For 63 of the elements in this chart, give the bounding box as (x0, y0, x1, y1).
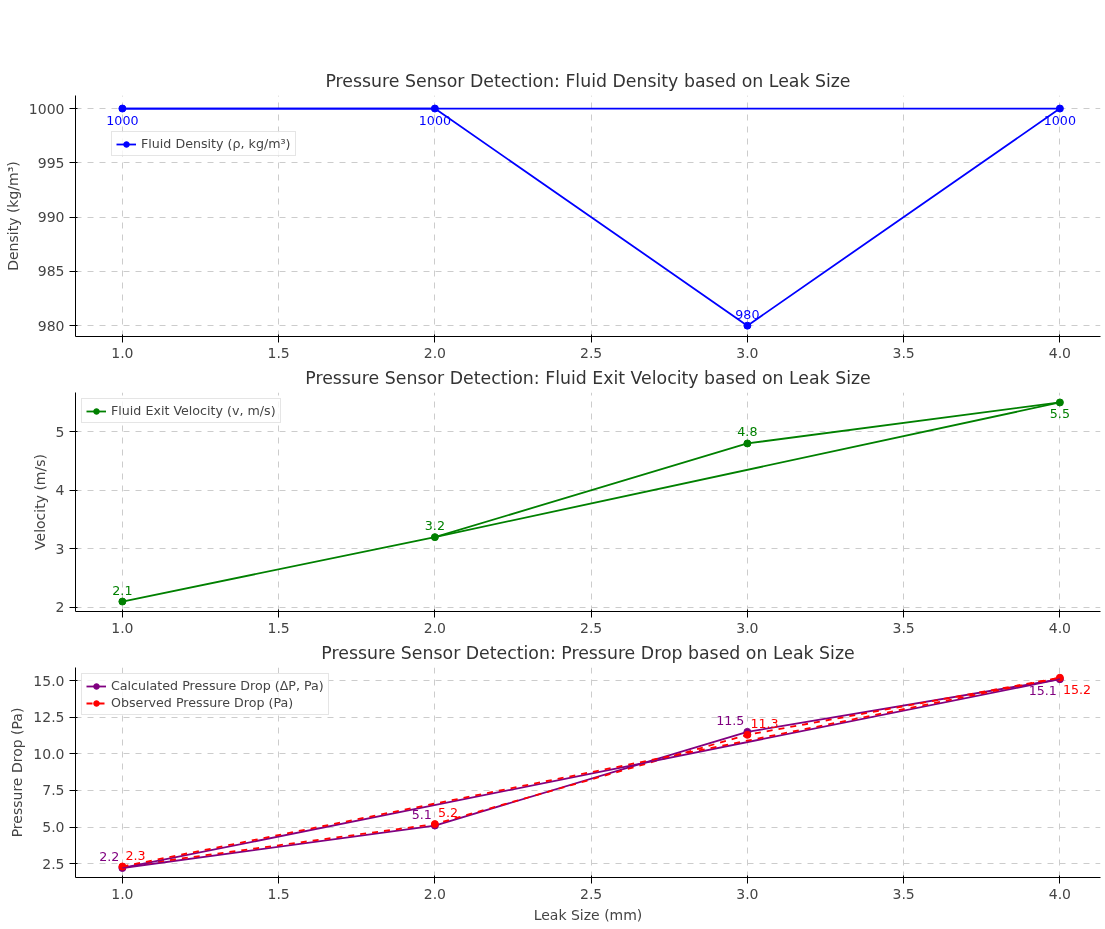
x-tick-label: 3.5 (892, 619, 915, 636)
data-label: 1000 (1043, 112, 1076, 128)
data-label: 3.2 (424, 518, 445, 534)
y-tick-label: 990 (37, 209, 65, 226)
x-tick-label: 3.5 (892, 344, 915, 361)
x-tick-label: 2.0 (423, 885, 447, 902)
x-tick-label: 1.0 (111, 344, 134, 361)
y-tick-label: 5.0 (42, 819, 65, 836)
legend-label: Fluid Density (ρ, kg/m³) (141, 136, 291, 151)
y-tick-label: 1000 (28, 100, 65, 117)
x-tick-label: 2.0 (423, 344, 447, 361)
data-label: 15.2 (1062, 681, 1092, 697)
y-tick-label: 985 (37, 263, 65, 280)
chart-title: Pressure Sensor Detection: Pressure Drop based on Leak Size (321, 642, 855, 663)
y-tick-label: 12.5 (33, 709, 65, 726)
y-tick-label: 2.5 (42, 855, 65, 872)
x-tick-label: 3.5 (892, 885, 915, 902)
x-tick-label: 3.0 (736, 885, 759, 902)
y-tick-label: 15.0 (33, 672, 65, 689)
y-tick-label: 7.5 (42, 782, 65, 799)
y-axis-title: Velocity (m/s) (31, 454, 48, 550)
x-tick-label: 1.5 (267, 344, 290, 361)
x-tick-label: 2.0 (423, 619, 447, 636)
x-tick-label: 3.0 (736, 344, 759, 361)
x-tick-label: 2.5 (579, 619, 603, 636)
data-label: 4.8 (737, 424, 758, 440)
chart-title: Pressure Sensor Detection: Fluid Exit Velocity based on Leak Size (305, 367, 871, 388)
data-label: 5.5 (1049, 406, 1070, 422)
y-tick-label: 995 (37, 154, 65, 171)
chart-title: Pressure Sensor Detection: Fluid Density based on Leak Size (325, 70, 851, 91)
x-tick-label: 1.5 (267, 885, 290, 902)
legend-label: Fluid Exit Velocity (v, m/s) (111, 403, 276, 418)
y-tick-label: 980 (37, 317, 65, 334)
y-axis-title: Pressure Drop (Pa) (9, 707, 26, 838)
x-tick-label: 4.0 (1048, 885, 1072, 902)
data-label: 15.1 (1028, 683, 1057, 699)
legend-label: Observed Pressure Drop (Pa) (111, 695, 294, 710)
data-label: 1000 (418, 112, 451, 128)
data-label: 2.2 (99, 848, 120, 864)
data-label: 11.5 (716, 712, 745, 728)
data-label: 1000 (106, 112, 139, 128)
data-label: 2.1 (112, 582, 133, 598)
y-tick-label: 5 (55, 423, 65, 440)
y-tick-label: 3 (55, 540, 65, 557)
x-tick-label: 1.0 (111, 619, 134, 636)
y-tick-label: 2 (55, 599, 65, 616)
data-label: 980 (735, 306, 760, 322)
y-tick-label: 10.0 (33, 745, 65, 762)
y-tick-label: 4 (55, 482, 65, 499)
x-tick-label: 2.5 (579, 885, 603, 902)
x-tick-label: 1.5 (267, 619, 290, 636)
y-axis-title: Density (kg/m³) (4, 161, 21, 271)
x-tick-label: 3.0 (736, 619, 759, 636)
x-tick-label: 1.0 (111, 885, 134, 902)
x-tick-label: 4.0 (1048, 344, 1072, 361)
legend-label: Calculated Pressure Drop (ΔP, Pa) (111, 678, 324, 693)
x-tick-label: 2.5 (579, 344, 603, 361)
x-axis-title: Leak Size (mm) (533, 906, 643, 923)
x-tick-label: 4.0 (1048, 619, 1072, 636)
data-label: 11.3 (750, 715, 779, 731)
data-label: 2.3 (125, 847, 146, 863)
data-label: 5.2 (437, 805, 459, 821)
data-label: 5.1 (411, 806, 432, 822)
